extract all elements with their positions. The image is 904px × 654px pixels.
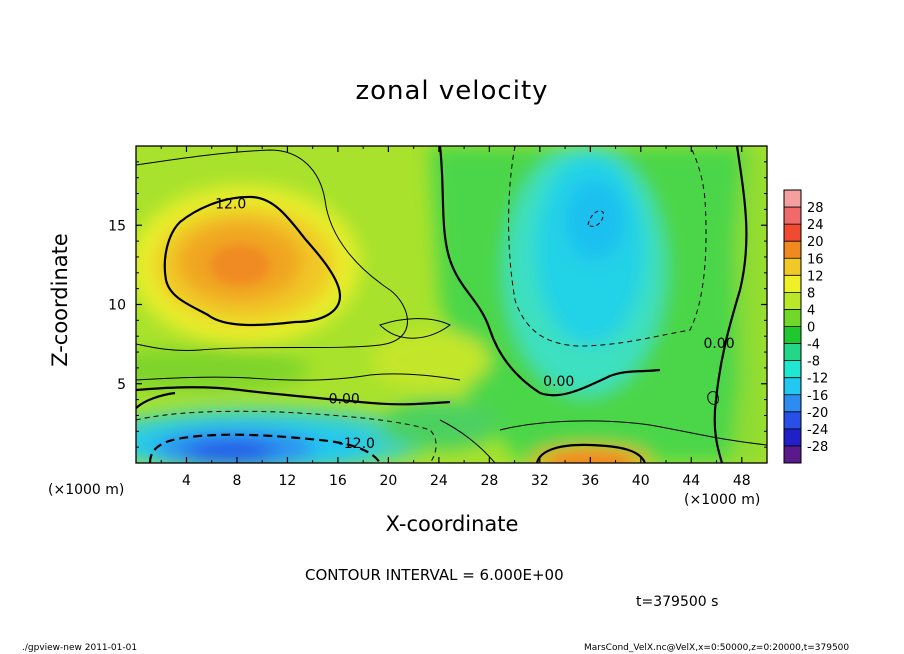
contour-minus6-small bbox=[587, 210, 604, 227]
x-axis: 4 8 12 16 20 24 28 32 36 40 44 48 bbox=[160, 146, 751, 489]
colorbar-label: 16 bbox=[807, 252, 824, 267]
colorbar-swatch bbox=[784, 275, 801, 293]
colorbar-swatch bbox=[784, 224, 801, 242]
x-unit-label: (×1000 m) bbox=[684, 492, 761, 508]
colorbar-label: 0 bbox=[807, 321, 815, 336]
y-tick-label: 15 bbox=[108, 218, 126, 234]
contour-6-wave bbox=[136, 373, 461, 381]
y-unit-label: (×1000 m) bbox=[48, 482, 125, 498]
contour-minus6-center bbox=[508, 146, 707, 347]
x-tick-label: 36 bbox=[581, 473, 599, 489]
colorbar-label: 20 bbox=[807, 235, 824, 250]
colorbar-swatch bbox=[784, 377, 801, 395]
footer-right-text: MarsCond_VelX.nc@VelX,x=0:50000,z=0:2000… bbox=[584, 643, 850, 653]
colorbar-label: -20 bbox=[807, 406, 828, 421]
colorbar-label: -24 bbox=[807, 423, 828, 438]
colorbar-swatch bbox=[784, 343, 801, 361]
x-tick-label: 20 bbox=[379, 473, 397, 489]
colorbar-swatch bbox=[784, 445, 801, 463]
x-axis-label: X-coordinate bbox=[0, 512, 904, 536]
x-tick-label: 24 bbox=[430, 473, 448, 489]
colorbar-swatch bbox=[784, 309, 801, 327]
contour-6-lower-mid bbox=[439, 419, 496, 463]
contour-label: 0.00 bbox=[703, 336, 734, 352]
x-tick-label: 8 bbox=[232, 473, 241, 489]
colorbar-label: -8 bbox=[807, 355, 820, 370]
x-tick-label: 4 bbox=[182, 473, 191, 489]
colorbar-swatch bbox=[784, 258, 801, 276]
contour-label: -12.0 bbox=[339, 436, 375, 452]
footer-left-text: ./gpview-new 2011-01-01 bbox=[22, 643, 138, 653]
contour-lines bbox=[136, 146, 767, 463]
x-tick-label: 48 bbox=[733, 473, 751, 489]
contour-label: 0.00 bbox=[329, 392, 360, 408]
colorbar-label: 12 bbox=[807, 269, 824, 284]
colorbar-label: -16 bbox=[807, 389, 828, 404]
contour-12-upper-left bbox=[163, 195, 342, 327]
contour-label: 12.0 bbox=[215, 197, 246, 213]
colorbar-label: -28 bbox=[807, 440, 828, 455]
time-text: t=379500 s bbox=[636, 594, 719, 610]
colorbar: -28 -24 -20 -16 -12 -8 -4 0 4 8 12 16 20 24 28 bbox=[783, 189, 828, 464]
y-axis-label: Z-coordinate bbox=[48, 233, 72, 367]
chart-title: zonal velocity bbox=[355, 76, 549, 106]
colorbar-swatch bbox=[784, 292, 801, 310]
contour-interval-text: CONTOUR INTERVAL = 6.000E+00 bbox=[305, 566, 564, 584]
contour-6-small-right bbox=[707, 391, 719, 405]
y-tick-label: 10 bbox=[108, 298, 126, 314]
contour-minus6-left bbox=[136, 410, 437, 463]
contour-0-right bbox=[713, 146, 748, 463]
x-tick-label: 16 bbox=[329, 473, 347, 489]
colorbar-label: 28 bbox=[807, 201, 824, 216]
colorbar-swatch bbox=[784, 326, 801, 344]
colorbar-swatch bbox=[784, 360, 801, 378]
x-tick-label: 40 bbox=[632, 473, 650, 489]
colorbar-swatch bbox=[784, 411, 801, 429]
colorbar-swatch bbox=[784, 428, 801, 446]
colorbar-label: -4 bbox=[807, 338, 820, 353]
colorbar-swatch bbox=[784, 241, 801, 259]
contour-label: 0.00 bbox=[543, 374, 574, 390]
contour-6-lower-right bbox=[499, 420, 767, 446]
shaded-field bbox=[136, 146, 767, 463]
y-axis: 5 10 15 bbox=[108, 161, 767, 448]
colorbar-label: 4 bbox=[807, 303, 815, 318]
contour-6-upper bbox=[136, 149, 408, 351]
contour-6-mid bbox=[379, 318, 451, 339]
x-tick-label: 32 bbox=[531, 473, 549, 489]
contour-labels: 12.0 0.00 -12.0 0.00 0.00 bbox=[215, 197, 735, 452]
x-axis-label-text: X-coordinate bbox=[385, 512, 519, 536]
contour-0-left-start bbox=[136, 391, 176, 409]
colorbar-swatch bbox=[784, 190, 801, 208]
contour-0-center bbox=[438, 146, 661, 397]
colorbar-label: -12 bbox=[807, 372, 828, 387]
contour-0-left bbox=[136, 386, 451, 406]
x-tick-label: 12 bbox=[279, 473, 297, 489]
contour-12-bottom bbox=[535, 443, 647, 463]
colorbar-label: 8 bbox=[807, 286, 815, 301]
colorbar-swatch bbox=[784, 207, 801, 225]
colorbar-swatch bbox=[784, 394, 801, 412]
colorbar-label: 24 bbox=[807, 218, 824, 233]
y-tick-label: 5 bbox=[117, 377, 126, 393]
x-tick-label: 28 bbox=[480, 473, 498, 489]
x-tick-label: 44 bbox=[682, 473, 700, 489]
